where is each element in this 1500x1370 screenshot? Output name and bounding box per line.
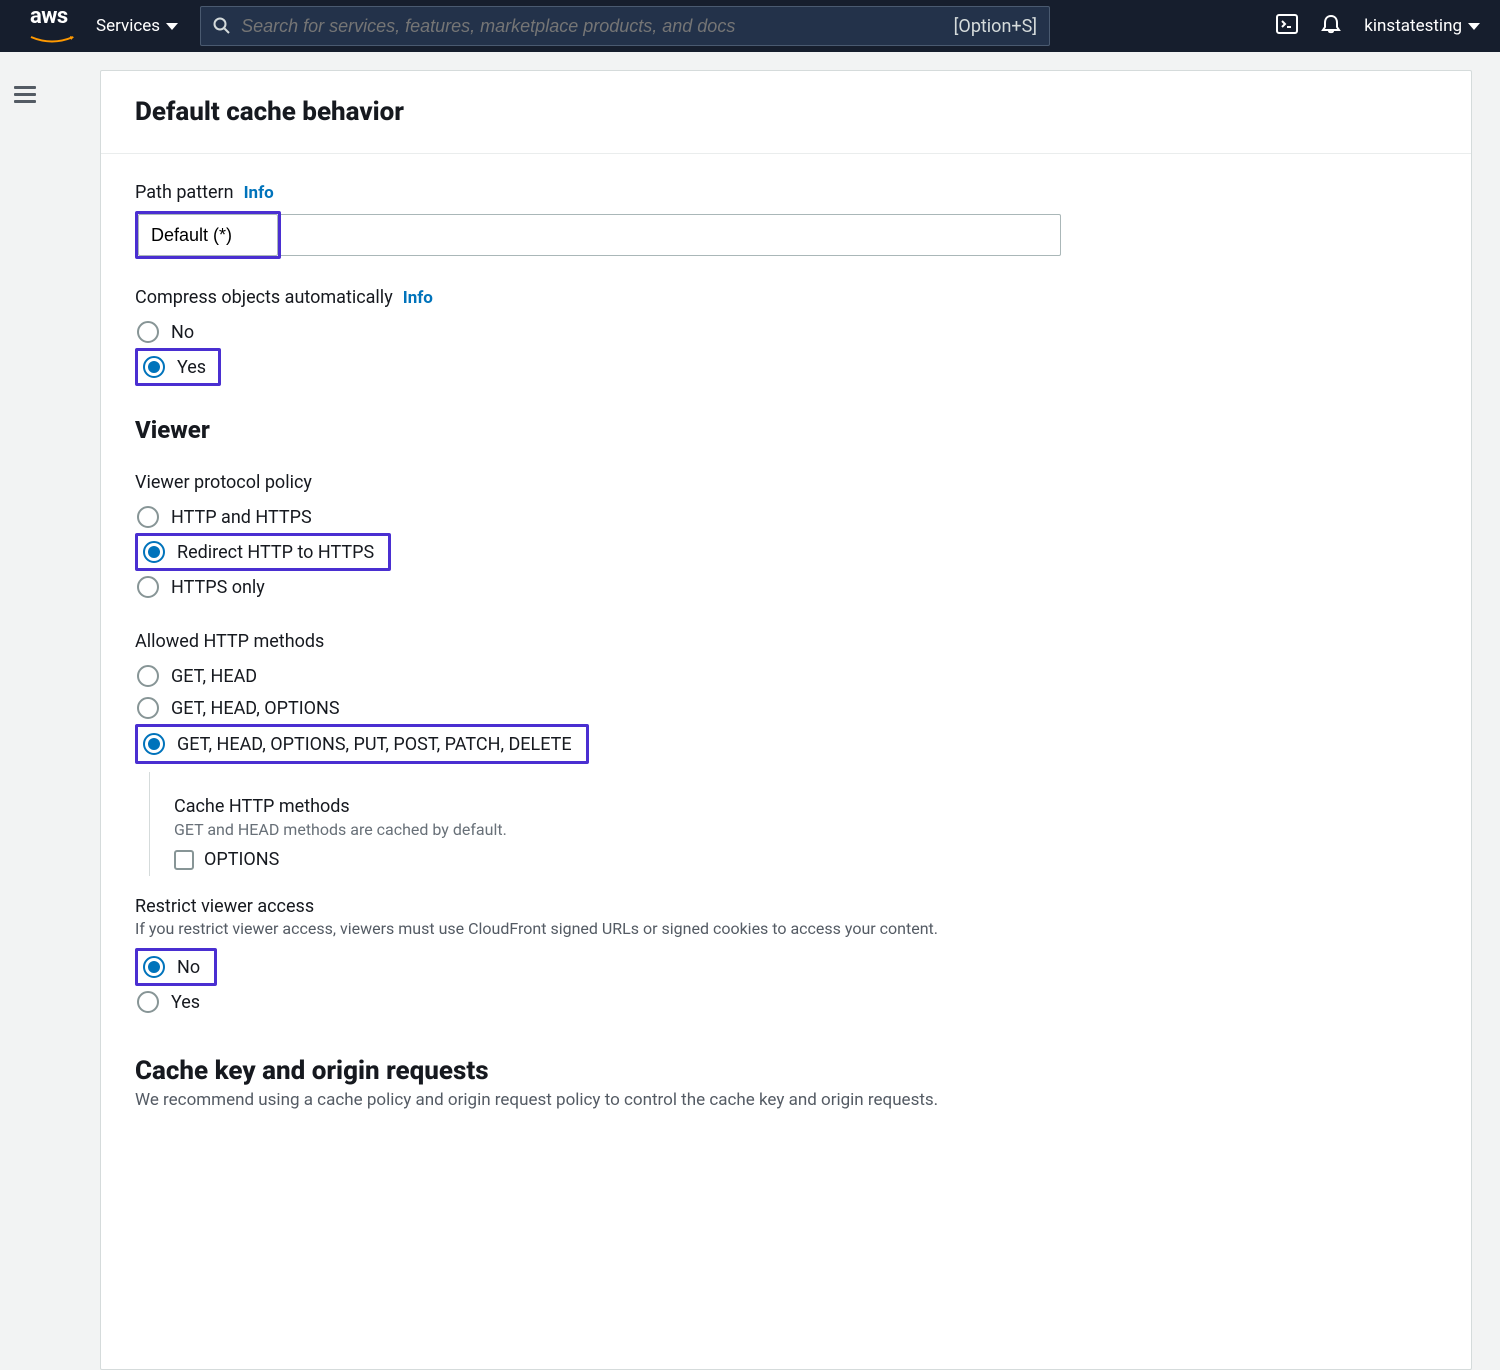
compress-yes-radio[interactable]: Yes	[140, 353, 214, 381]
radio-icon	[137, 321, 159, 343]
path-pattern-label: Path pattern	[135, 182, 234, 203]
radio-icon	[143, 956, 165, 978]
username: kinstatesting	[1364, 16, 1462, 36]
checkbox-label: OPTIONS	[204, 849, 279, 870]
radio-icon	[143, 733, 165, 755]
restrict-label: Restrict viewer access	[135, 896, 1437, 917]
radio-label: Redirect HTTP to HTTPS	[177, 542, 374, 563]
viewer-protocol-field: Viewer protocol policy HTTP and HTTPS Re…	[135, 472, 1437, 603]
info-link[interactable]: Info	[244, 183, 274, 203]
radio-label: Yes	[177, 357, 206, 378]
checkbox-icon	[174, 850, 194, 870]
caret-down-icon	[1468, 23, 1480, 30]
panel-title: Default cache behavior	[135, 97, 1437, 127]
info-link[interactable]: Info	[403, 288, 433, 308]
cache-key-desc: We recommend using a cache policy and or…	[135, 1090, 1437, 1110]
aws-smile-icon	[30, 36, 74, 44]
allowed-methods-label: Allowed HTTP methods	[135, 631, 1437, 652]
radio-label: HTTPS only	[171, 577, 265, 598]
cache-key-heading: Cache key and origin requests	[135, 1056, 1437, 1086]
cache-methods-desc: GET and HEAD methods are cached by defau…	[174, 820, 1437, 839]
top-navigation: aws Services [Option+S] kinstatesting	[0, 0, 1500, 52]
protocol-https-only-radio[interactable]: HTTPS only	[135, 571, 1437, 603]
search-input[interactable]	[241, 16, 944, 37]
radio-icon	[137, 576, 159, 598]
hamburger-icon	[14, 82, 36, 1370]
viewer-protocol-label: Viewer protocol policy	[135, 472, 1437, 493]
restrict-yes-radio[interactable]: Yes	[135, 986, 1437, 1018]
cloudshell-icon[interactable]	[1276, 13, 1298, 39]
radio-icon	[137, 506, 159, 528]
cache-options-checkbox[interactable]: OPTIONS	[174, 849, 1437, 870]
restrict-desc: If you restrict viewer access, viewers m…	[135, 919, 1437, 938]
global-search[interactable]: [Option+S]	[200, 6, 1050, 46]
radio-icon	[137, 665, 159, 687]
methods-all-radio[interactable]: GET, HEAD, OPTIONS, PUT, POST, PATCH, DE…	[140, 729, 582, 759]
viewer-heading: Viewer	[135, 416, 1437, 444]
search-shortcut: [Option+S]	[954, 16, 1037, 37]
protocol-http-https-radio[interactable]: HTTP and HTTPS	[135, 501, 1437, 533]
sidebar-toggle[interactable]	[0, 52, 50, 1370]
account-menu[interactable]: kinstatesting	[1364, 16, 1480, 36]
radio-label: GET, HEAD, OPTIONS	[171, 698, 340, 719]
methods-get-head-options-radio[interactable]: GET, HEAD, OPTIONS	[135, 692, 1437, 724]
cache-methods-label: Cache HTTP methods	[174, 796, 1437, 817]
highlight-box: GET, HEAD, OPTIONS, PUT, POST, PATCH, DE…	[135, 724, 589, 764]
radio-icon	[143, 541, 165, 563]
path-pattern-input-tail[interactable]	[281, 214, 1061, 256]
path-pattern-field: Path pattern Info	[135, 182, 1437, 259]
services-menu[interactable]: Services	[96, 16, 178, 36]
radio-label: GET, HEAD, OPTIONS, PUT, POST, PATCH, DE…	[177, 734, 572, 755]
radio-icon	[143, 356, 165, 378]
radio-label: HTTP and HTTPS	[171, 507, 312, 528]
highlight-box: No	[135, 948, 217, 986]
restrict-no-radio[interactable]: No	[140, 953, 210, 981]
compress-no-radio[interactable]: No	[135, 316, 1437, 348]
methods-get-head-radio[interactable]: GET, HEAD	[135, 660, 1437, 692]
highlight-box: Redirect HTTP to HTTPS	[135, 533, 391, 571]
compress-field: Compress objects automatically Info No Y…	[135, 287, 1437, 386]
highlight-box	[135, 211, 281, 259]
allowed-methods-field: Allowed HTTP methods GET, HEAD GET, HEAD…	[135, 631, 1437, 764]
services-label: Services	[96, 16, 160, 36]
radio-icon	[137, 991, 159, 1013]
aws-logo[interactable]: aws	[30, 4, 74, 48]
search-icon	[213, 17, 231, 35]
highlight-box: Yes	[135, 348, 221, 386]
protocol-redirect-radio[interactable]: Redirect HTTP to HTTPS	[140, 538, 384, 566]
compress-label: Compress objects automatically	[135, 287, 393, 308]
path-pattern-input[interactable]	[138, 214, 278, 256]
restrict-access-field: Restrict viewer access If you restrict v…	[135, 896, 1437, 1018]
radio-label: No	[171, 322, 194, 343]
caret-down-icon	[166, 23, 178, 30]
cache-behavior-panel: Default cache behavior Path pattern Info	[100, 70, 1472, 1370]
notifications-icon[interactable]	[1320, 13, 1342, 39]
radio-icon	[137, 697, 159, 719]
radio-label: GET, HEAD	[171, 666, 257, 687]
radio-label: Yes	[171, 992, 200, 1013]
radio-label: No	[177, 957, 200, 978]
cache-http-methods-field: Cache HTTP methods GET and HEAD methods …	[149, 772, 1437, 876]
